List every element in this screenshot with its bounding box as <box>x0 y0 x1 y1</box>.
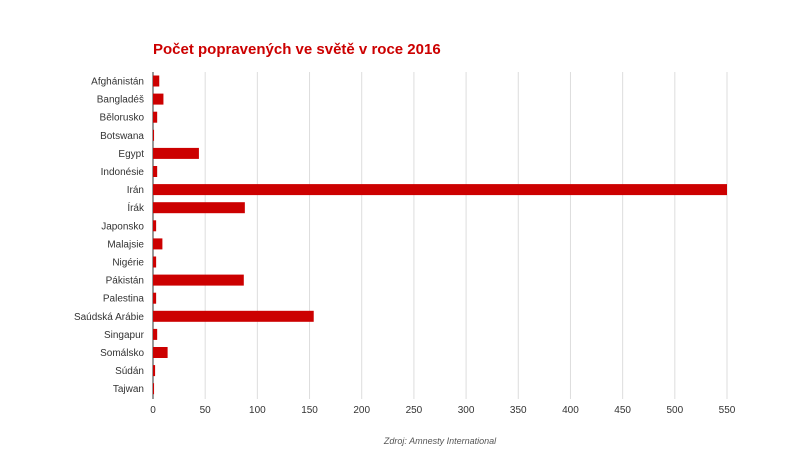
y-tick-label: Indonésie <box>101 167 145 178</box>
x-tick-label: 350 <box>510 405 527 416</box>
bar-Írák <box>153 202 245 214</box>
y-tick-label: Saúdská Arábie <box>74 312 144 323</box>
y-tick-label: Irán <box>127 185 144 196</box>
x-tick-label: 550 <box>719 405 736 416</box>
bar-Bangladéš <box>153 93 164 105</box>
bar-Botswana <box>153 129 155 141</box>
bar-Palestina <box>153 292 157 304</box>
x-tick-label: 200 <box>353 405 370 416</box>
x-tick-label: 400 <box>562 405 579 416</box>
y-tick-label: Japonsko <box>101 221 144 232</box>
bar-Japonsko <box>153 220 157 232</box>
y-tick-label: Tajwan <box>113 384 144 395</box>
chart-source: Zdroj: Amnesty International <box>383 436 497 446</box>
bar-Nigérie <box>153 256 157 268</box>
bar-Bělorusko <box>153 111 158 123</box>
x-tick-label: 450 <box>614 405 631 416</box>
bar-Pákistán <box>153 274 244 286</box>
x-tick-label: 150 <box>301 405 318 416</box>
bar-Saúdská Arábie <box>153 310 314 322</box>
bar-Afghánistán <box>153 75 160 87</box>
y-tick-label: Nigérie <box>112 258 144 269</box>
y-tick-label: Somálsko <box>100 348 144 359</box>
x-tick-label: 300 <box>458 405 475 416</box>
y-tick-label: Pákistán <box>106 276 144 287</box>
bar-Egypt <box>153 147 199 159</box>
bar-Tajwan <box>153 383 155 395</box>
bar-Malajsie <box>153 238 163 250</box>
y-tick-label: Súdán <box>115 366 144 377</box>
bar-Singapur <box>153 328 158 340</box>
y-tick-label: Bangladéš <box>97 95 144 106</box>
bar-Somálsko <box>153 347 168 358</box>
bar-Irán <box>153 184 727 196</box>
y-tick-label: Singapur <box>104 330 145 341</box>
y-tick-label: Afghánistán <box>91 77 144 88</box>
y-tick-label: Malajsie <box>107 239 144 250</box>
y-tick-label: Egypt <box>118 149 144 160</box>
x-tick-label: 250 <box>406 405 423 416</box>
x-tick-label: 50 <box>200 405 212 416</box>
chart-title: Počet popravených ve světě v roce 2016 <box>153 41 441 58</box>
bar-Indonésie <box>153 166 158 177</box>
x-tick-label: 500 <box>666 405 683 416</box>
y-tick-label: Írák <box>127 201 145 214</box>
bar-Súdán <box>153 365 156 377</box>
x-tick-label: 100 <box>249 405 266 416</box>
y-tick-label: Botswana <box>100 131 144 142</box>
y-tick-label: Palestina <box>103 294 145 305</box>
y-tick-label: Bělorusko <box>100 113 145 124</box>
x-tick-label: 0 <box>150 405 156 416</box>
